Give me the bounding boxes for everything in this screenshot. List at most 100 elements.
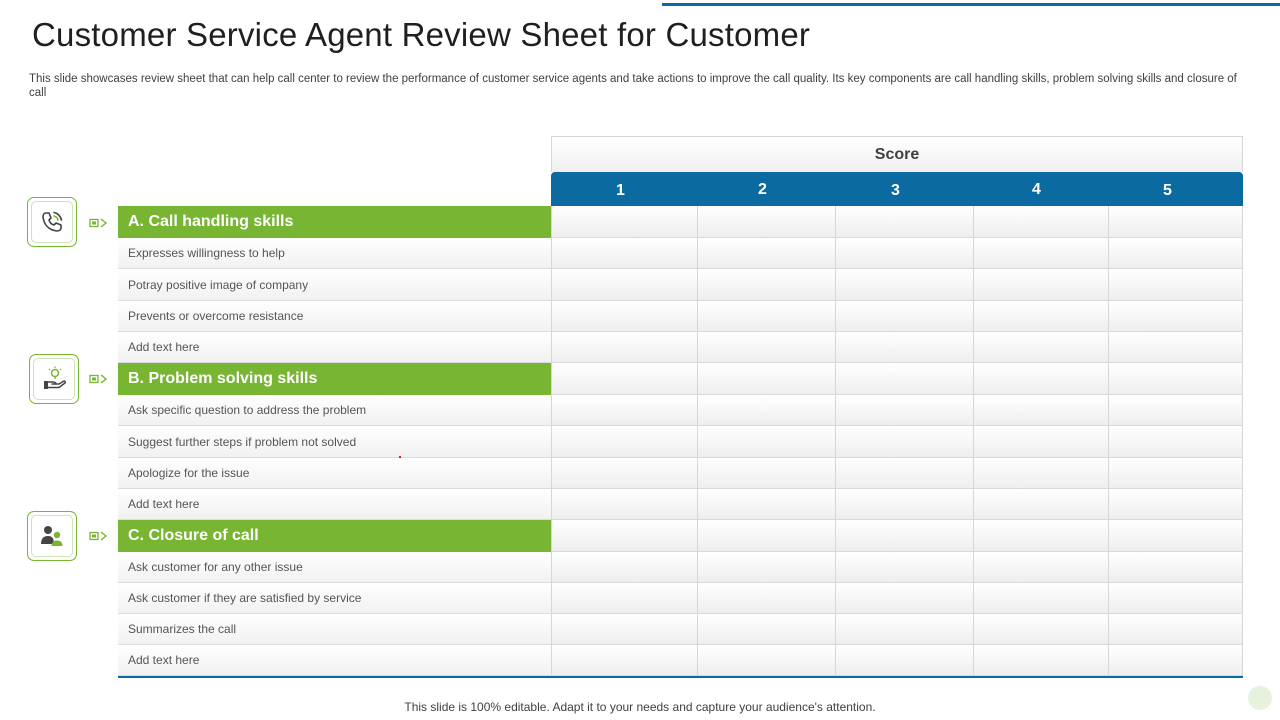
pointer-arrow-icon: [89, 531, 108, 541]
score-cell: [974, 206, 1109, 238]
table-row: Expresses willingness to help: [118, 238, 1243, 269]
score-cell: [836, 395, 974, 426]
score-cell: [551, 395, 698, 426]
score-cell: [974, 583, 1109, 614]
score-cell: [974, 614, 1109, 645]
slide-subtitle: This slide showcases review sheet that c…: [29, 73, 1237, 99]
score-col-3: 3: [891, 182, 900, 199]
score-cell: [974, 489, 1109, 520]
score-cell: [551, 426, 698, 458]
score-cell: [1109, 520, 1243, 552]
score-cell: [698, 489, 836, 520]
hand-lightbulb-icon: [29, 354, 79, 404]
score-cell: [836, 269, 974, 301]
row-label: Suggest further steps if problem not sol…: [118, 426, 551, 458]
score-cell: [974, 363, 1109, 395]
score-cell: [974, 395, 1109, 426]
pointer-arrow-icon: [89, 374, 108, 384]
score-cell: [1109, 614, 1243, 645]
score-cell: [836, 238, 974, 269]
score-cells: [551, 332, 1243, 363]
score-cell: [1109, 426, 1243, 458]
slide-title: Customer Service Agent Review Sheet for …: [32, 16, 811, 53]
score-cells: [551, 269, 1243, 301]
stray-mark: [399, 456, 401, 458]
score-cell: [974, 301, 1109, 332]
row-label: Add text here: [118, 489, 551, 520]
score-cell: [698, 206, 836, 238]
score-header: Score: [551, 136, 1243, 172]
section-label: C. Closure of call: [118, 520, 551, 552]
score-cell: [836, 332, 974, 363]
score-cell: [551, 301, 698, 332]
score-cell: [698, 426, 836, 458]
slide-footer: This slide is 100% editable. Adapt it to…: [404, 700, 876, 714]
score-cell: [836, 363, 974, 395]
table-row: Summarizes the call: [118, 614, 1243, 645]
score-cell: [1109, 489, 1243, 520]
score-cell: [698, 645, 836, 676]
table-row: Potray positive image of company: [118, 269, 1243, 301]
score-cell: [551, 458, 698, 489]
score-cells: [551, 395, 1243, 426]
users-icon: [27, 511, 77, 561]
row-label: Potray positive image of company: [118, 269, 551, 301]
table-row: Suggest further steps if problem not sol…: [118, 426, 1243, 458]
score-cell: [1109, 332, 1243, 363]
score-cell: [551, 363, 698, 395]
table-bottom-border: [118, 676, 1243, 678]
score-col-4: 4: [1032, 181, 1041, 198]
score-cell: [836, 583, 974, 614]
row-label: Apologize for the issue: [118, 458, 551, 489]
score-cell: [974, 645, 1109, 676]
score-cell: [1109, 206, 1243, 238]
score-cell: [551, 238, 698, 269]
row-label: Add text here: [118, 645, 551, 676]
score-cell: [551, 269, 698, 301]
score-cell: [551, 332, 698, 363]
section-label: A. Call handling skills: [118, 206, 551, 238]
score-columns-bar: 1 2 3 4 5: [551, 172, 1243, 206]
score-cell: [1109, 552, 1243, 583]
score-cells: [551, 614, 1243, 645]
table-row: Add text here: [118, 489, 1243, 520]
score-col-5: 5: [1163, 182, 1172, 199]
score-cells: [551, 238, 1243, 269]
score-cell: [974, 520, 1109, 552]
table-row: Add text here: [118, 645, 1243, 676]
table-row: Apologize for the issue: [118, 458, 1243, 489]
score-cell: [836, 206, 974, 238]
score-col-2: 2: [758, 181, 767, 198]
score-cell: [551, 645, 698, 676]
score-cell: [836, 614, 974, 645]
section-label: B. Problem solving skills: [118, 363, 551, 395]
row-label: Summarizes the call: [118, 614, 551, 645]
score-cell: [836, 552, 974, 583]
score-cell: [551, 520, 698, 552]
score-cells: [551, 645, 1243, 676]
table-row: Add text here: [118, 332, 1243, 363]
row-label: Ask specific question to address the pro…: [118, 395, 551, 426]
score-cell: [974, 552, 1109, 583]
score-cells: [551, 206, 1243, 238]
score-cell: [974, 426, 1109, 458]
row-label: Add text here: [118, 332, 551, 363]
score-cell: [974, 458, 1109, 489]
score-cell: [974, 332, 1109, 363]
score-cells: [551, 583, 1243, 614]
top-accent-line: [662, 3, 1280, 6]
score-cell: [698, 363, 836, 395]
score-cell: [836, 520, 974, 552]
row-label: Ask customer for any other issue: [118, 552, 551, 583]
score-cell: [1109, 395, 1243, 426]
table-row: Ask customer for any other issue: [118, 552, 1243, 583]
score-cell: [698, 583, 836, 614]
phone-call-icon: [27, 197, 77, 247]
score-cell: [698, 395, 836, 426]
score-cell: [836, 645, 974, 676]
score-cells: [551, 552, 1243, 583]
row-label: Ask customer if they are satisfied by se…: [118, 583, 551, 614]
score-cell: [1109, 363, 1243, 395]
score-cell: [836, 489, 974, 520]
score-cell: [551, 583, 698, 614]
